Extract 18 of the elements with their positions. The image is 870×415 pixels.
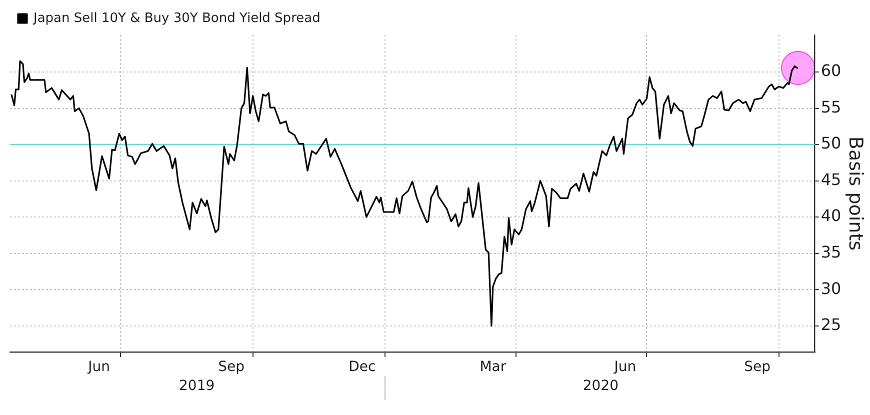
x2-tick-label: 2020: [582, 378, 619, 394]
y-tick-label: 60: [820, 61, 842, 80]
y-tick-label: 40: [820, 206, 842, 226]
y-axis-title: Basis points: [844, 136, 867, 251]
x-tick-label: Jun: [613, 359, 636, 376]
legend-label: Japan Sell 10Y & Buy 30Y Bond Yield Spread: [32, 10, 320, 26]
y-tick-label: 30: [820, 278, 842, 298]
x2-tick-label: 2019: [179, 378, 215, 394]
x-tick-label: Dec: [348, 359, 376, 376]
y-tick-label: 55: [820, 97, 842, 116]
x-tick-label: Sep: [218, 359, 245, 376]
x-tick-label: Mar: [480, 359, 506, 376]
y-tick-label: 25: [820, 315, 842, 334]
y-tick-label: 35: [820, 242, 842, 262]
x-tick-label: Jun: [87, 359, 110, 376]
y-tick-label: 50: [820, 134, 842, 153]
y-tick-label: 45: [820, 170, 842, 189]
x-tick-label: Sep: [744, 359, 771, 376]
